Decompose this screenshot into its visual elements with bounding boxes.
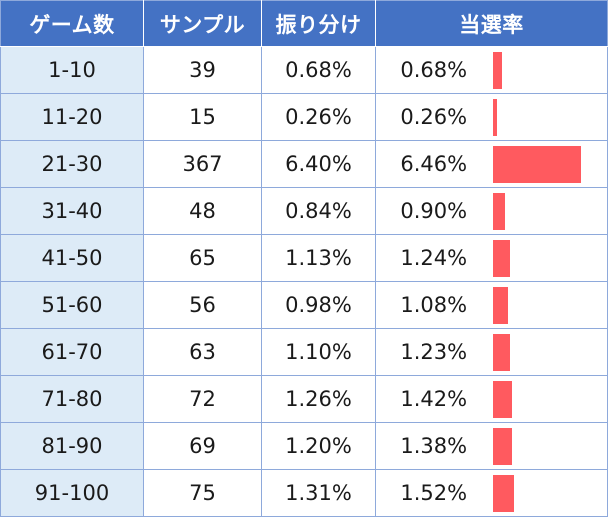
- sample-cell: 69: [143, 422, 262, 470]
- game-range-cell: 11-20: [0, 93, 144, 141]
- hit-rate-bar: [492, 286, 508, 324]
- distribution-cell: 1.31%: [261, 469, 376, 517]
- hit-rate-bar: [492, 474, 514, 512]
- hit-rate-cell: 1.38%: [375, 422, 492, 470]
- hit-rate-bar: [492, 51, 502, 89]
- hit-rate-bar: [492, 192, 505, 230]
- hit-rate-cell: 6.46%: [375, 140, 492, 188]
- header-row: ゲーム数 サンプル 振り分け 当選率: [0, 0, 608, 47]
- sample-cell: 72: [143, 375, 262, 423]
- header-game-count: ゲーム数: [0, 0, 144, 47]
- distribution-cell: 0.84%: [261, 187, 376, 235]
- sample-cell: 15: [143, 93, 262, 141]
- hit-rate-cell: 0.26%: [375, 93, 492, 141]
- table-body: 1-10 39 0.68% 0.68% 11-20 15 0.26% 0.26% 21-30 36…: [0, 46, 608, 517]
- hit-rate-bar-cell: [491, 328, 608, 376]
- sample-cell: 367: [143, 140, 262, 188]
- hit-rate-cell: 1.08%: [375, 281, 492, 329]
- hit-rate-bar: [492, 333, 510, 371]
- game-range-cell: 51-60: [0, 281, 144, 329]
- distribution-cell: 1.26%: [261, 375, 376, 423]
- table-row: 31-40 48 0.84% 0.90%: [0, 187, 608, 235]
- distribution-cell: 0.68%: [261, 46, 376, 94]
- header-distribution: 振り分け: [261, 0, 376, 47]
- hit-rate-cell: 0.90%: [375, 187, 492, 235]
- table-row: 21-30 367 6.40% 6.46%: [0, 140, 608, 188]
- table-row: 61-70 63 1.10% 1.23%: [0, 328, 608, 376]
- game-range-cell: 41-50: [0, 234, 144, 282]
- hit-rate-bar: [492, 239, 510, 277]
- game-range-cell: 81-90: [0, 422, 144, 470]
- hit-rate-bar: [492, 98, 497, 136]
- game-range-cell: 91-100: [0, 469, 144, 517]
- hit-rate-cell: 1.52%: [375, 469, 492, 517]
- game-range-cell: 1-10: [0, 46, 144, 94]
- game-range-cell: 61-70: [0, 328, 144, 376]
- hit-rate-bar-cell: [491, 234, 608, 282]
- hit-rate-bar-cell: [491, 93, 608, 141]
- hit-rate-bar-cell: [491, 422, 608, 470]
- distribution-cell: 6.40%: [261, 140, 376, 188]
- sample-cell: 39: [143, 46, 262, 94]
- sample-cell: 63: [143, 328, 262, 376]
- hit-rate-bar-cell: [491, 46, 608, 94]
- hit-rate-bar-cell: [491, 187, 608, 235]
- distribution-cell: 1.20%: [261, 422, 376, 470]
- distribution-cell: 1.10%: [261, 328, 376, 376]
- table-row: 71-80 72 1.26% 1.42%: [0, 375, 608, 423]
- table-row: 51-60 56 0.98% 1.08%: [0, 281, 608, 329]
- game-range-cell: 71-80: [0, 375, 144, 423]
- hit-rate-bar-cell: [491, 140, 608, 188]
- hit-rate-cell: 0.68%: [375, 46, 492, 94]
- hit-rate-bar-cell: [491, 281, 608, 329]
- hit-rate-cell: 1.23%: [375, 328, 492, 376]
- distribution-cell: 1.13%: [261, 234, 376, 282]
- header-hit-rate: 当選率: [375, 0, 608, 47]
- game-range-cell: 31-40: [0, 187, 144, 235]
- hit-rate-bar: [492, 145, 581, 183]
- game-range-cell: 21-30: [0, 140, 144, 188]
- header-sample: サンプル: [143, 0, 262, 47]
- table-row: 11-20 15 0.26% 0.26%: [0, 93, 608, 141]
- table-row: 91-100 75 1.31% 1.52%: [0, 469, 608, 517]
- hit-rate-bar-cell: [491, 469, 608, 517]
- distribution-cell: 0.98%: [261, 281, 376, 329]
- hit-rate-bar: [492, 427, 512, 465]
- hit-rate-cell: 1.42%: [375, 375, 492, 423]
- table-row: 81-90 69 1.20% 1.38%: [0, 422, 608, 470]
- table-row: 1-10 39 0.68% 0.68%: [0, 46, 608, 94]
- sample-cell: 48: [143, 187, 262, 235]
- sample-cell: 75: [143, 469, 262, 517]
- table-row: 41-50 65 1.13% 1.24%: [0, 234, 608, 282]
- hit-rate-bar-cell: [491, 375, 608, 423]
- sample-cell: 65: [143, 234, 262, 282]
- sample-cell: 56: [143, 281, 262, 329]
- hit-rate-bar: [492, 380, 512, 418]
- distribution-cell: 0.26%: [261, 93, 376, 141]
- hit-rate-cell: 1.24%: [375, 234, 492, 282]
